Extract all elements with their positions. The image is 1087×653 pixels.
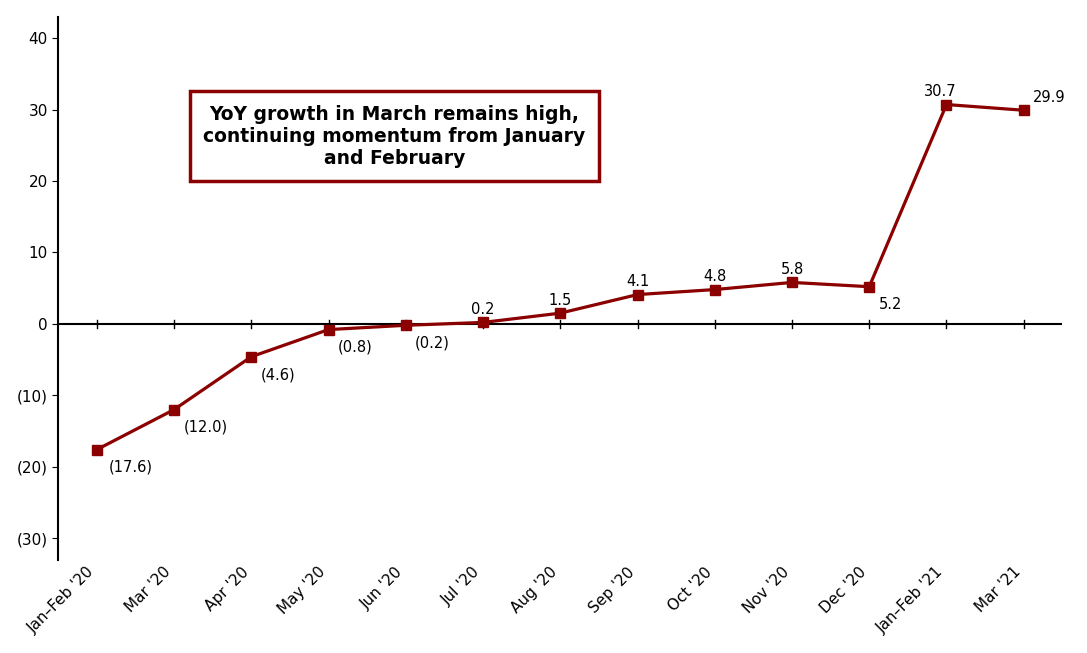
Text: 4.8: 4.8	[703, 269, 726, 284]
Text: 4.1: 4.1	[626, 274, 649, 289]
Text: (17.6): (17.6)	[109, 460, 152, 475]
Text: 29.9: 29.9	[1033, 90, 1065, 105]
Text: 5.8: 5.8	[780, 262, 803, 277]
Text: YoY growth in March remains high,
continuing momentum from January
and February: YoY growth in March remains high, contin…	[203, 104, 586, 168]
Text: 5.2: 5.2	[878, 297, 902, 312]
Text: 30.7: 30.7	[924, 84, 957, 99]
Text: (4.6): (4.6)	[261, 367, 296, 382]
Text: (12.0): (12.0)	[184, 420, 227, 435]
Text: 1.5: 1.5	[549, 293, 572, 308]
Text: 0.2: 0.2	[472, 302, 495, 317]
Text: (0.8): (0.8)	[338, 340, 373, 355]
Text: (0.2): (0.2)	[415, 336, 450, 351]
